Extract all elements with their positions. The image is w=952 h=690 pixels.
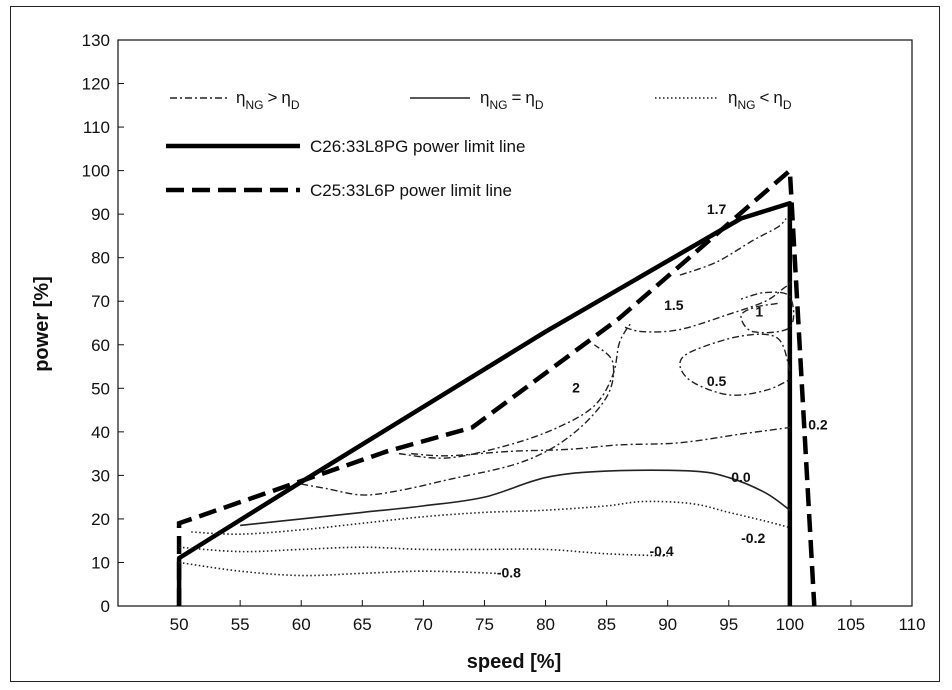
efficiency-contour-line (301, 344, 615, 496)
contour-value-label: 1 (755, 303, 763, 319)
legend-label: C26:33L8PG power limit line (310, 137, 525, 156)
efficiency-contour-line (679, 333, 791, 396)
y-tick-label: 60 (91, 336, 110, 355)
x-tick-label: 60 (292, 615, 311, 634)
legend-label-part: NG (489, 98, 507, 112)
contour-value-label: 0.5 (707, 373, 727, 389)
x-tick-label: 70 (414, 615, 433, 634)
contour-value-label: -0.2 (741, 530, 765, 546)
y-tick-label: 100 (82, 162, 110, 181)
y-tick-label: 110 (83, 118, 110, 137)
y-axis-label: power [%] (31, 276, 53, 372)
x-tick-label: 75 (475, 615, 494, 634)
contour-value-label: -0.4 (650, 543, 674, 559)
legend-label-part: η (480, 88, 489, 107)
efficiency-contour-line (398, 322, 632, 459)
legend-label-part: D (291, 98, 300, 112)
x-tick-label: 100 (776, 615, 804, 634)
contour-value-label: 0.0 (731, 469, 751, 485)
efficiency-contour-line (240, 469, 791, 527)
power-limit-line-c25 (176, 165, 817, 607)
y-tick-label: 120 (82, 75, 110, 94)
legend-label-part: η (773, 88, 782, 107)
power-limit-line-c26 (176, 201, 793, 606)
x-axis-label: speed [%] (467, 651, 561, 673)
efficiency-contour-line (679, 218, 787, 276)
contour-value-label: -0.8 (497, 565, 521, 581)
x-tick-label: 80 (536, 615, 555, 634)
y-tick-label: 0 (101, 597, 110, 616)
legend-label-part: NG (245, 98, 263, 112)
legend-label-part: η (525, 88, 534, 107)
y-tick-label: 20 (91, 510, 110, 529)
x-tick-label: 110 (898, 615, 925, 634)
y-tick-label: 30 (91, 466, 110, 485)
legend-label-part: η (281, 88, 290, 107)
y-tick-label: 80 (91, 249, 110, 268)
x-tick-label: 55 (231, 615, 250, 634)
legend-label: C25:33L6P power limit line (310, 181, 512, 200)
legend-label: ηNG < ηD (728, 88, 792, 112)
plot-area-border (117, 39, 913, 607)
legend-label-part: D (535, 98, 544, 112)
legend-label: ηNG = ηD (480, 88, 544, 112)
x-tick-label: 65 (353, 615, 372, 634)
x-tick-label: 95 (719, 615, 738, 634)
efficiency-contour-line (191, 500, 791, 535)
contour-value-label: 1.7 (707, 201, 727, 217)
legend-label-part: D (783, 98, 792, 112)
efficiency-contour-line (179, 546, 668, 557)
efficiency-contour-line (411, 426, 790, 457)
legend-label-part: η (728, 88, 737, 107)
contour-value-label: 0.2 (808, 417, 828, 433)
y-tick-label: 40 (91, 423, 110, 442)
efficiency-contour-line (178, 561, 497, 577)
y-tick-label: 50 (91, 379, 110, 398)
x-tick-label: 50 (170, 615, 189, 634)
figure-frame (10, 6, 940, 682)
legend-label-part: > (267, 88, 277, 107)
efficiency-contour-line (740, 291, 795, 334)
legend-label-part: < (759, 88, 769, 107)
legend-label-part: η (236, 88, 245, 107)
contour-value-label: 1.5 (664, 297, 684, 313)
y-tick-label: 130 (82, 31, 110, 50)
legend-label-part: = (511, 88, 521, 107)
y-tick-label: 70 (91, 292, 110, 311)
x-tick-label: 105 (837, 615, 865, 634)
contour-value-label: 2 (572, 380, 580, 396)
efficiency-contour-line (624, 283, 791, 333)
x-tick-label: 90 (658, 615, 677, 634)
y-tick-label: 10 (91, 553, 110, 572)
legend-label-part: NG (737, 98, 755, 112)
x-tick-label: 85 (597, 615, 616, 634)
y-tick-label: 90 (91, 205, 110, 224)
legend-label: ηNG > ηD (236, 88, 300, 112)
